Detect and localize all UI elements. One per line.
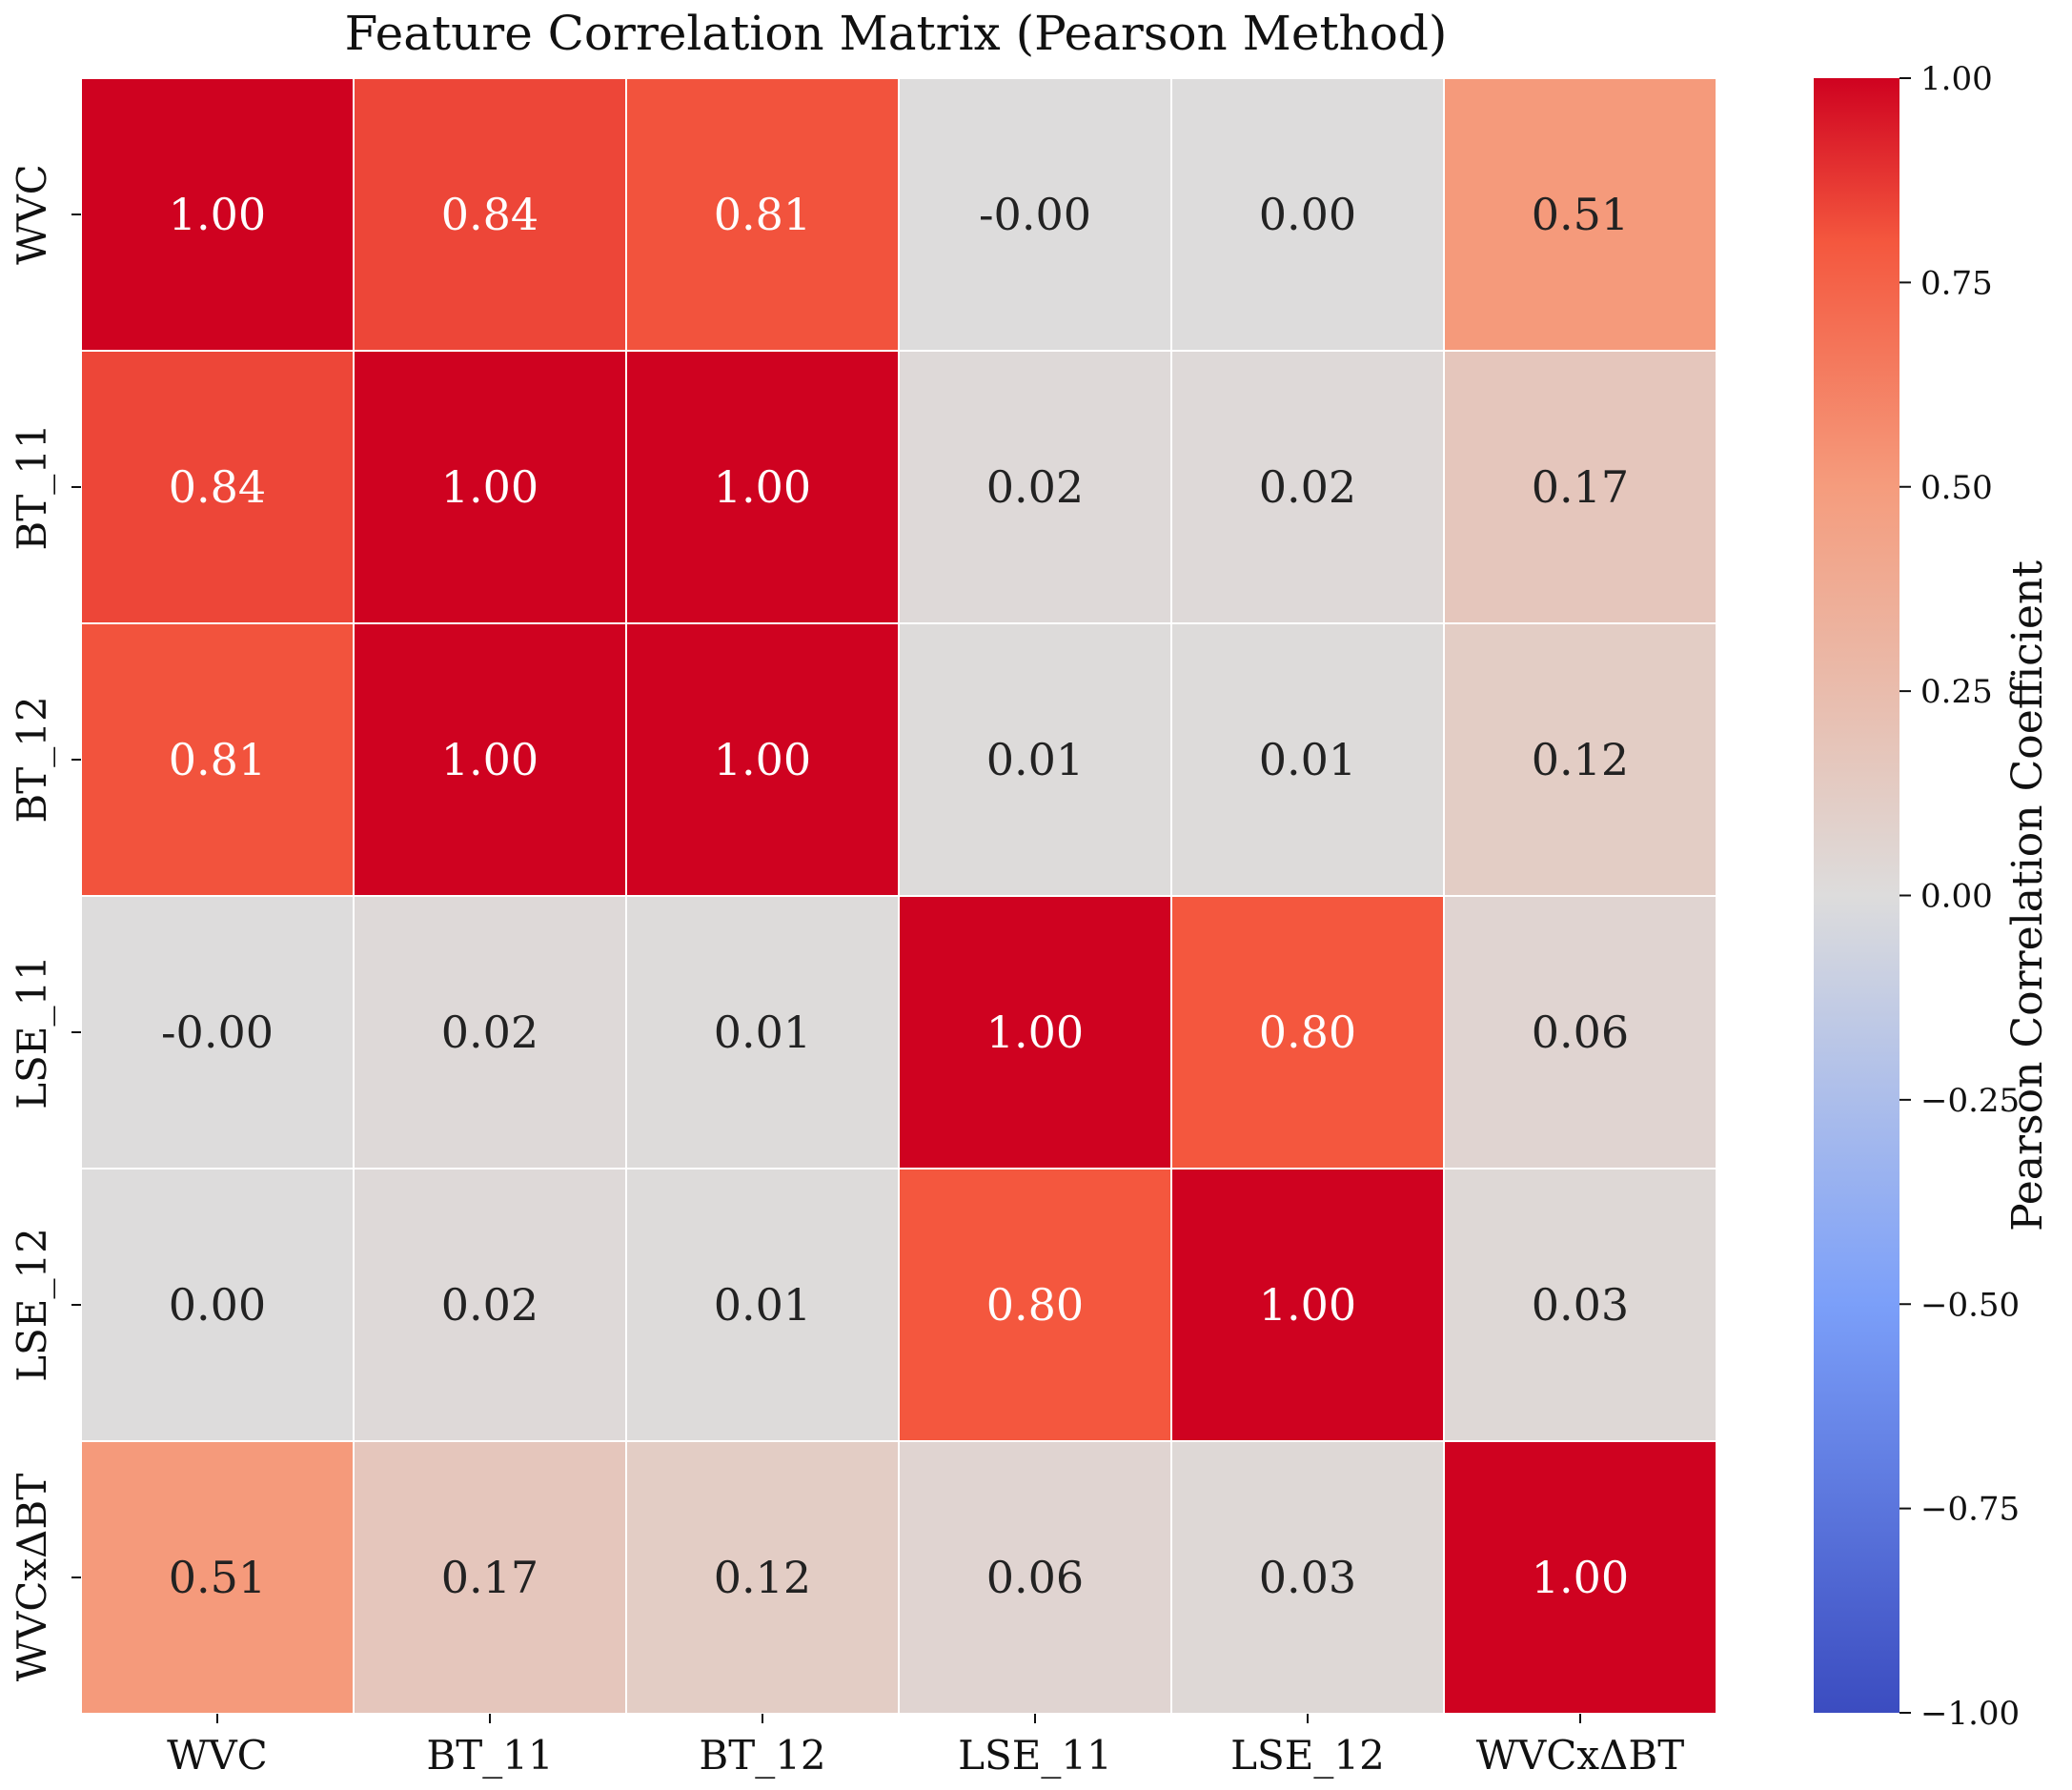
heatmap-cell-BT_11-BT_11 — [353, 350, 627, 624]
colorbar-tick-label-4: 0.00 — [1920, 878, 1993, 916]
heatmap-cell-LSE_11-BT_12 — [625, 895, 900, 1170]
cell-annotation-BT_12-LSE_12: 0.01 — [1259, 734, 1356, 785]
cell-annotation-LSE_11-BT_11: 0.02 — [441, 1007, 538, 1058]
heatmap-cell-WVCxΔBT-WVC — [80, 1440, 355, 1715]
heatmap-cell-WVC-BT_11 — [353, 77, 627, 352]
cell-annotation-WVCxΔBT-LSE_12: 0.03 — [1259, 1552, 1356, 1603]
colorbar-tick-label-1: 0.75 — [1920, 264, 1993, 302]
cell-annotation-LSE_11-WVC: -0.00 — [161, 1007, 274, 1058]
y-tick-label-WVCxΔBT: WVCxΔBT — [9, 1474, 55, 1682]
heatmap-cell-WVC-BT_12 — [625, 77, 900, 352]
heatmap-cell-BT_11-WVCxΔBT — [1443, 350, 1717, 624]
cell-annotation-BT_11-BT_11: 1.00 — [441, 461, 538, 513]
x-tick-label-LSE_11: LSE_11 — [958, 1732, 1112, 1779]
chart-title: Feature Correlation Matrix (Pearson Meth… — [345, 6, 1448, 61]
cell-annotation-WVCxΔBT-LSE_11: 0.06 — [986, 1552, 1084, 1603]
heatmap-cell-BT_12-BT_12 — [625, 622, 900, 897]
heatmap-cell-LSE_12-WVCxΔBT — [1443, 1168, 1717, 1442]
x-tick-label-BT_12: BT_12 — [699, 1732, 825, 1779]
heatmap-cell-LSE_12-LSE_12 — [1170, 1168, 1445, 1442]
heatmap-cell-WVC-WVCxΔBT — [1443, 77, 1717, 352]
cell-annotation-LSE_11-LSE_11: 1.00 — [986, 1007, 1084, 1058]
colorbar-tick-label-7: −0.75 — [1920, 1491, 2020, 1529]
cell-annotation-BT_11-LSE_11: 0.02 — [986, 461, 1084, 513]
heatmap-cell-WVCxΔBT-LSE_11 — [898, 1440, 1172, 1715]
colorbar-tick-label-5: −0.25 — [1920, 1082, 2020, 1120]
heatmap-cell-LSE_11-WVCxΔBT — [1443, 895, 1717, 1170]
cell-annotation-WVC-WVCxΔBT: 0.51 — [1532, 189, 1629, 240]
colorbar-tick-label-8: −1.00 — [1920, 1695, 2020, 1733]
cell-annotation-BT_11-BT_12: 1.00 — [714, 461, 811, 513]
cell-annotation-WVC-WVC: 1.00 — [169, 189, 266, 240]
cell-annotation-LSE_11-BT_12: 0.01 — [714, 1007, 811, 1058]
heatmap-cell-BT_12-LSE_12 — [1170, 622, 1445, 897]
colorbar: 1.00 0.75 0.50 0.25 0.00 −0.25 −0.50 −0.75 −1.00… — [1814, 60, 2052, 1733]
y-tick-label-LSE_12: LSE_12 — [9, 1228, 55, 1382]
cell-annotation-WVCxΔBT-WVC: 0.51 — [169, 1552, 266, 1603]
heatmap-cell-LSE_11-LSE_11 — [898, 895, 1172, 1170]
y-tick-label-WVC: WVC — [9, 164, 55, 265]
cell-annotation-BT_11-LSE_12: 0.02 — [1259, 461, 1356, 513]
cell-annotation-WVC-BT_11: 0.84 — [441, 189, 538, 240]
cell-annotation-WVCxΔBT-WVCxΔBT: 1.00 — [1532, 1552, 1629, 1603]
cell-annotation-LSE_11-WVCxΔBT: 0.06 — [1532, 1007, 1629, 1058]
x-axis: WVC BT_11 BT_12 LSE_11 LSE_12 WVCxΔBT — [167, 1714, 1684, 1779]
cell-annotation-BT_12-LSE_11: 0.01 — [986, 734, 1084, 785]
cell-annotation-BT_12-BT_11: 1.00 — [441, 734, 538, 785]
y-tick-label-LSE_11: LSE_11 — [9, 955, 55, 1109]
heatmap-cell-LSE_11-BT_11 — [353, 895, 627, 1170]
x-tick-label-WVC: WVC — [167, 1732, 268, 1779]
heatmap-cell-LSE_11-LSE_12 — [1170, 895, 1445, 1170]
cell-annotation-WVCxΔBT-BT_12: 0.12 — [714, 1552, 811, 1603]
heatmap-cell-LSE_12-WVC — [80, 1168, 355, 1442]
heatmap-cell-LSE_12-BT_12 — [625, 1168, 900, 1442]
y-axis: WVC BT_11 BT_12 LSE_11 LSE_12 WVCxΔBT — [9, 164, 81, 1681]
heatmap-cell-WVC-LSE_12 — [1170, 77, 1445, 352]
cell-annotation-LSE_12-WVCxΔBT: 0.03 — [1532, 1279, 1629, 1331]
heatmap-cell-BT_12-WVC — [80, 622, 355, 897]
heatmap-cells — [80, 77, 1717, 1715]
cell-annotation-LSE_12-LSE_11: 0.80 — [986, 1279, 1084, 1331]
heatmap-cell-WVC-LSE_11 — [898, 77, 1172, 352]
colorbar-ticks: 1.00 0.75 0.50 0.25 0.00 −0.25 −0.50 −0.75 −1.00 — [1899, 60, 2020, 1733]
cell-annotation-LSE_12-LSE_12: 1.00 — [1259, 1279, 1356, 1331]
cell-annotation-BT_11-WVCxΔBT: 0.17 — [1532, 461, 1629, 513]
x-tick-label-WVCxΔBT: WVCxΔBT — [1476, 1732, 1685, 1779]
cell-annotation-BT_11-WVC: 0.84 — [169, 461, 266, 513]
heatmap-cell-WVC-WVC — [80, 77, 355, 352]
cell-annotation-LSE_12-WVC: 0.00 — [169, 1279, 266, 1331]
heatmap-annotations: 1.00 0.84 0.81 -0.00 0.00 0.51 0.84 1.00 1.00 0.0… — [161, 189, 1629, 1603]
cell-annotation-LSE_12-BT_11: 0.02 — [441, 1279, 538, 1331]
colorbar-tick-label-6: −0.50 — [1920, 1286, 2020, 1324]
heatmap-cell-WVCxΔBT-WVCxΔBT — [1443, 1440, 1717, 1715]
y-tick-label-BT_11: BT_11 — [9, 423, 55, 550]
cell-annotation-BT_12-BT_12: 1.00 — [714, 734, 811, 785]
heatmap-cell-BT_12-LSE_11 — [898, 622, 1172, 897]
heatmap-cell-BT_12-WVCxΔBT — [1443, 622, 1717, 897]
cell-annotation-WVC-BT_12: 0.81 — [714, 189, 811, 240]
colorbar-label: Pearson Correlation Coefficient — [2003, 560, 2052, 1231]
x-tick-label-LSE_12: LSE_12 — [1230, 1732, 1385, 1779]
colorbar-tick-label-3: 0.25 — [1920, 673, 1993, 711]
heatmap-cell-LSE_11-WVC — [80, 895, 355, 1170]
cell-annotation-BT_12-WVCxΔBT: 0.12 — [1532, 734, 1629, 785]
cell-annotation-BT_12-WVC: 0.81 — [169, 734, 266, 785]
y-tick-label-BT_12: BT_12 — [9, 696, 55, 823]
heatmap-cell-LSE_12-LSE_11 — [898, 1168, 1172, 1442]
colorbar-tick-label-0: 1.00 — [1920, 60, 1993, 98]
colorbar-gradient — [1814, 78, 1899, 1713]
cell-annotation-WVCxΔBT-BT_11: 0.17 — [441, 1552, 538, 1603]
cell-annotation-WVC-LSE_11: -0.00 — [979, 189, 1091, 240]
colorbar-tick-label-2: 0.50 — [1920, 469, 1993, 507]
heatmap-cell-BT_12-BT_11 — [353, 622, 627, 897]
cell-annotation-LSE_12-BT_12: 0.01 — [714, 1279, 811, 1331]
x-tick-label-BT_11: BT_11 — [426, 1732, 553, 1779]
heatmap-cell-WVCxΔBT-LSE_12 — [1170, 1440, 1445, 1715]
heatmap-cell-BT_11-LSE_11 — [898, 350, 1172, 624]
cell-annotation-LSE_11-LSE_12: 0.80 — [1259, 1007, 1356, 1058]
cell-annotation-WVC-LSE_12: 0.00 — [1259, 189, 1356, 240]
